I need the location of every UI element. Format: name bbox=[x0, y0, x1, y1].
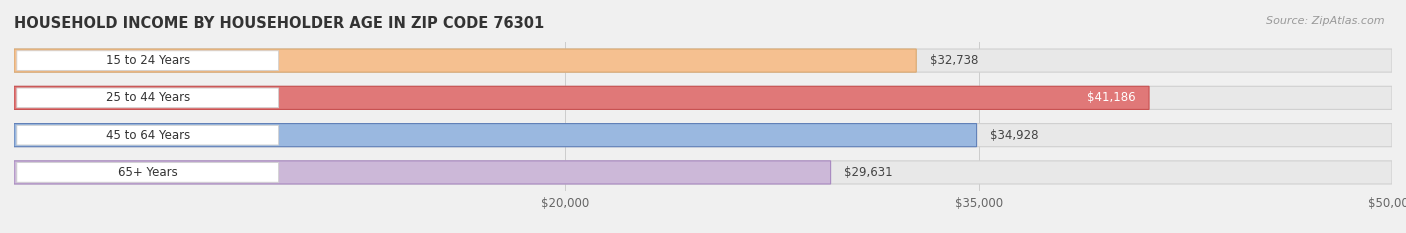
FancyBboxPatch shape bbox=[14, 123, 1392, 147]
FancyBboxPatch shape bbox=[14, 49, 917, 72]
Text: $34,928: $34,928 bbox=[990, 129, 1039, 142]
FancyBboxPatch shape bbox=[14, 161, 1392, 184]
FancyBboxPatch shape bbox=[14, 86, 1392, 110]
Text: $41,186: $41,186 bbox=[1087, 91, 1135, 104]
Text: 15 to 24 Years: 15 to 24 Years bbox=[105, 54, 190, 67]
Text: HOUSEHOLD INCOME BY HOUSEHOLDER AGE IN ZIP CODE 76301: HOUSEHOLD INCOME BY HOUSEHOLDER AGE IN Z… bbox=[14, 16, 544, 31]
FancyBboxPatch shape bbox=[14, 86, 1149, 110]
FancyBboxPatch shape bbox=[17, 125, 278, 145]
FancyBboxPatch shape bbox=[17, 88, 278, 108]
FancyBboxPatch shape bbox=[14, 123, 977, 147]
Text: 25 to 44 Years: 25 to 44 Years bbox=[105, 91, 190, 104]
Text: 45 to 64 Years: 45 to 64 Years bbox=[105, 129, 190, 142]
Text: $29,631: $29,631 bbox=[845, 166, 893, 179]
FancyBboxPatch shape bbox=[17, 163, 278, 182]
Text: 65+ Years: 65+ Years bbox=[118, 166, 177, 179]
FancyBboxPatch shape bbox=[17, 51, 278, 70]
FancyBboxPatch shape bbox=[14, 49, 1392, 72]
Text: $32,738: $32,738 bbox=[929, 54, 979, 67]
FancyBboxPatch shape bbox=[14, 161, 831, 184]
Text: Source: ZipAtlas.com: Source: ZipAtlas.com bbox=[1267, 16, 1385, 26]
